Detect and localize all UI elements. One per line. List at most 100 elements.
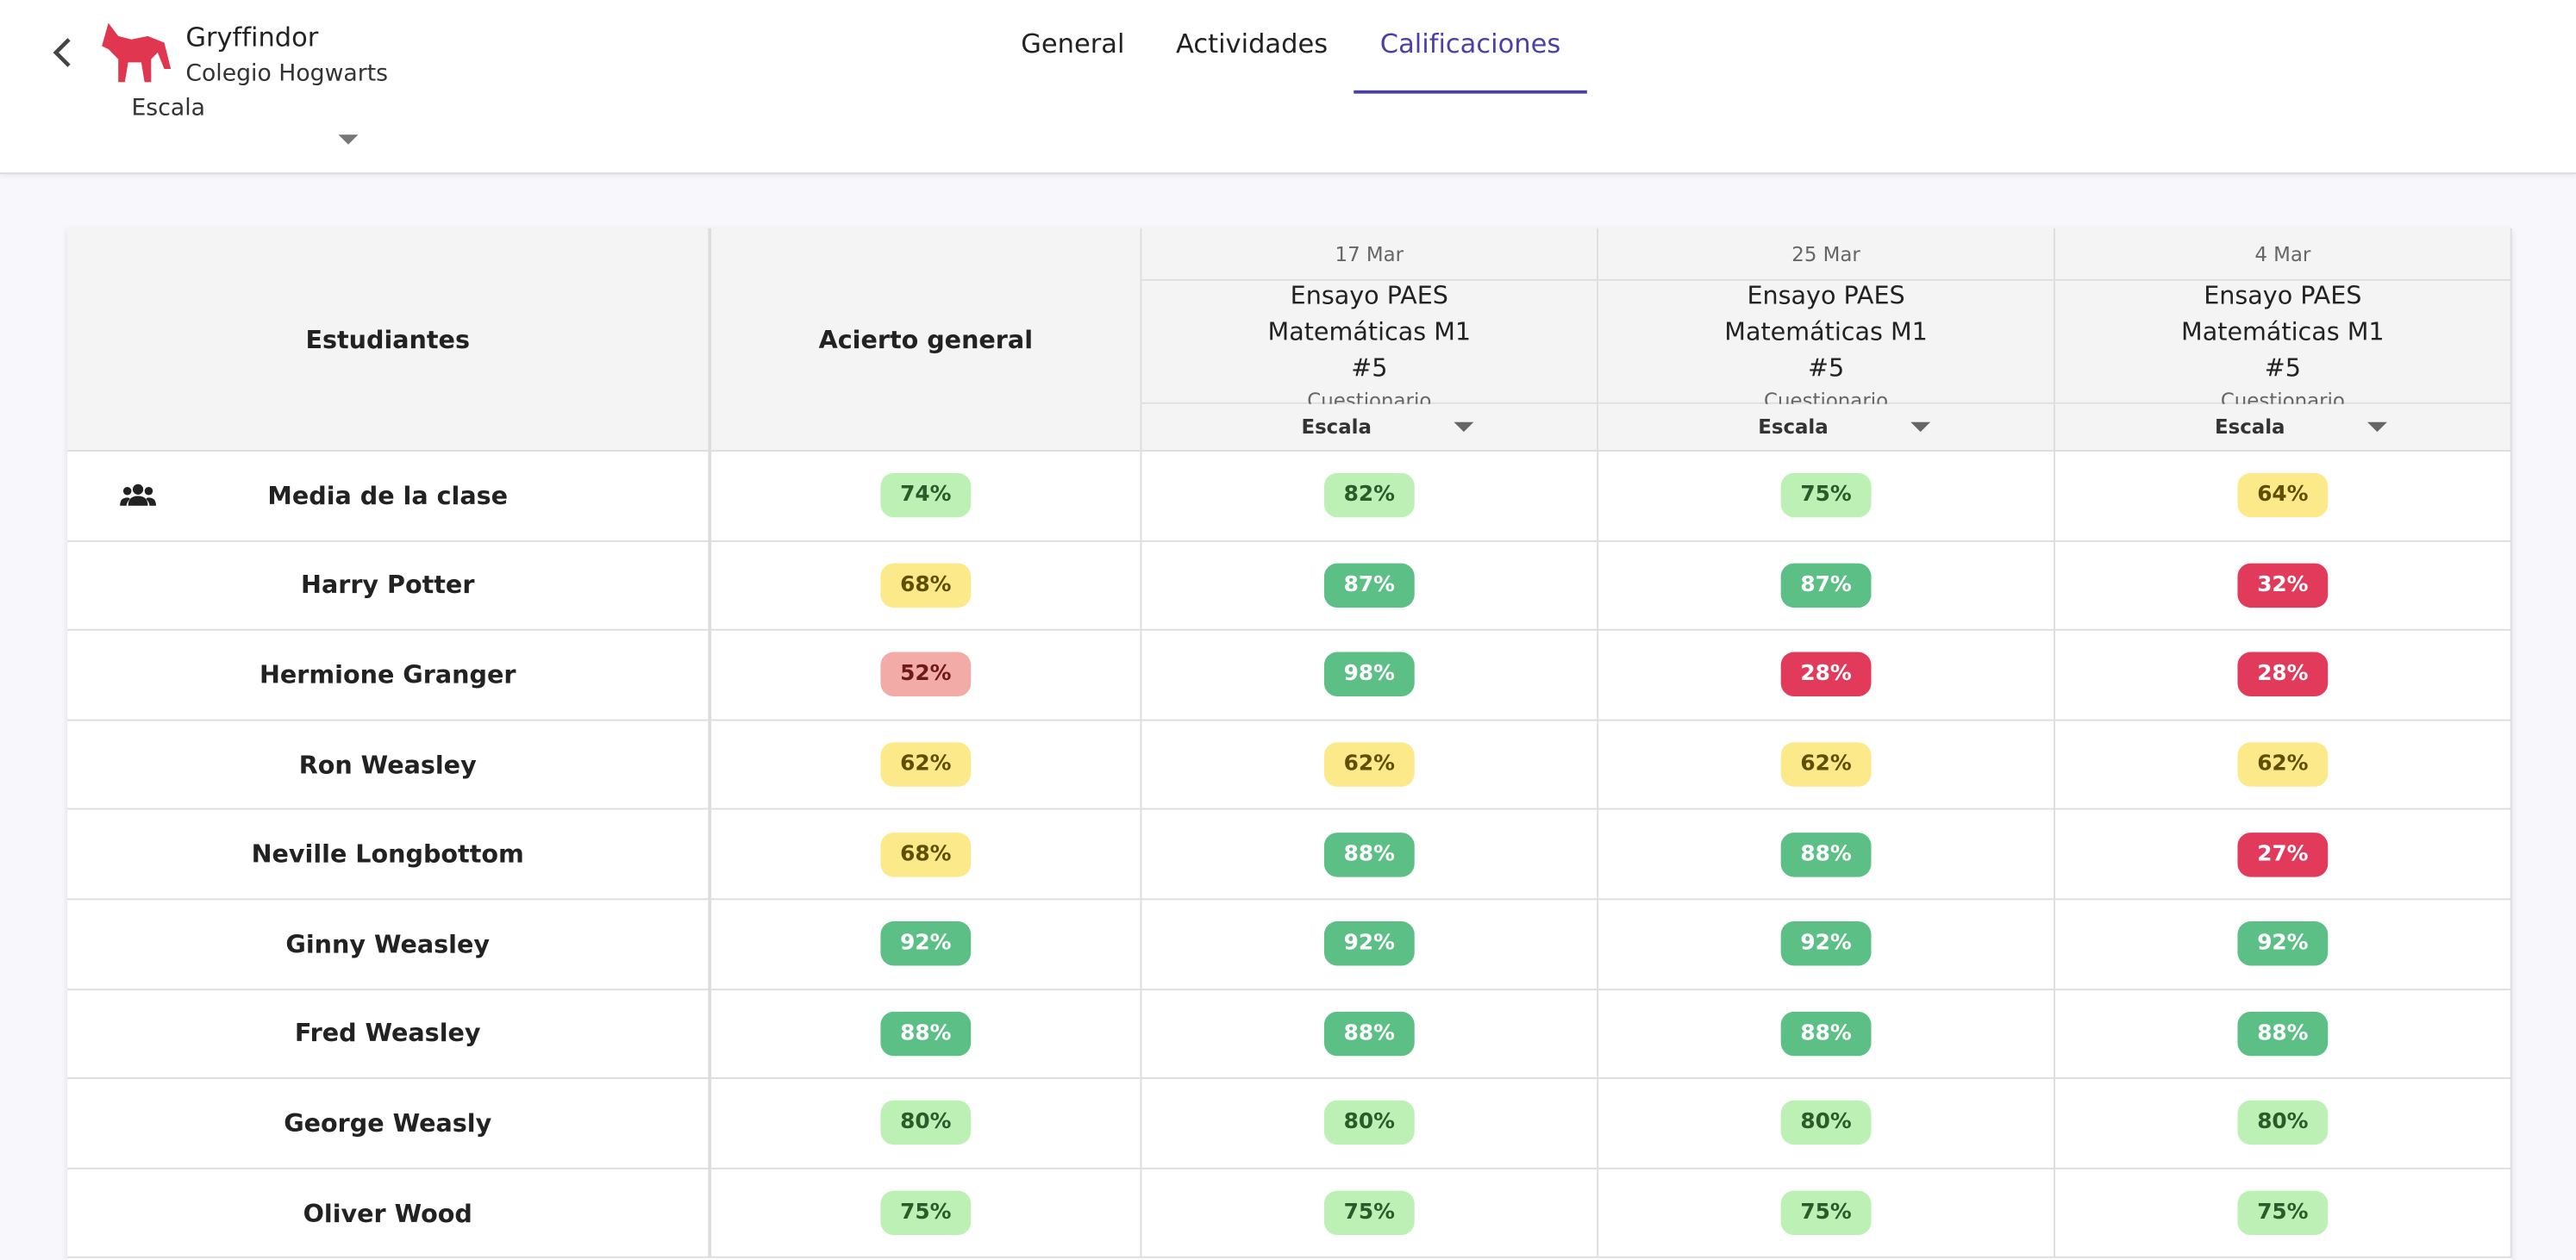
grade-badge: 75%	[1780, 473, 1872, 518]
scale-select[interactable]: Escala	[1301, 415, 1372, 439]
grade-badge: 88%	[2237, 1011, 2329, 1057]
grade-badge: 74%	[880, 473, 972, 518]
grade-cell: 92%	[1598, 900, 2055, 990]
grade-badge: 80%	[1323, 1101, 1415, 1146]
grade-cell: 64%	[2054, 452, 2512, 542]
grade-cell: 62%	[1141, 720, 1599, 811]
activity-date: 25 Mar	[1598, 228, 2055, 281]
grade-cell: 92%	[711, 900, 1142, 990]
student-cell: Harry Potter	[67, 541, 712, 632]
grade-cell: 28%	[2054, 631, 2512, 721]
grade-cell: 74%	[711, 452, 1142, 542]
tab[interactable]: Calificaciones	[1379, 28, 1561, 59]
student-cell: George Weasly	[67, 1079, 712, 1170]
activity-date: 17 Mar	[1141, 228, 1599, 281]
dropdown-arrow[interactable]	[338, 133, 359, 146]
grade-cell: 88%	[1598, 810, 2055, 901]
grade-badge: 62%	[1323, 742, 1415, 787]
grade-cell: 82%	[1141, 452, 1599, 542]
grade-cell: 75%	[2054, 1169, 2512, 1259]
grade-cell: 92%	[2054, 900, 2512, 990]
activity-title: Ensayo PAES Matemáticas M1 #5 Cuestionari…	[1598, 280, 2055, 412]
student-cell: Neville Longbottom	[67, 810, 712, 901]
group-name: Gryffindor	[185, 21, 319, 53]
grade-cell: 88%	[1141, 989, 1599, 1080]
grade-cell: 87%	[1141, 541, 1599, 632]
grade-cell: 80%	[1598, 1079, 2055, 1170]
grade-cell: 28%	[1598, 631, 2055, 721]
grade-badge: 68%	[880, 832, 972, 877]
grade-cell: 88%	[1598, 989, 2055, 1080]
grade-cell: 68%	[711, 541, 1142, 632]
grade-badge: 75%	[1323, 1190, 1415, 1236]
grade-badge: 28%	[2237, 652, 2329, 697]
grade-badge: 92%	[1323, 921, 1415, 967]
grade-badge: 82%	[1323, 473, 1415, 518]
grade-cell: 88%	[711, 989, 1142, 1080]
grade-badge: 80%	[1780, 1101, 1872, 1146]
grade-cell: 88%	[1141, 810, 1599, 901]
header-text: Acierto general	[818, 324, 1034, 354]
student-name: Neville Longbottom	[251, 839, 524, 870]
grade-badge: 75%	[2237, 1190, 2329, 1236]
grade-badge: 27%	[2237, 832, 2329, 877]
tab[interactable]: General	[1021, 28, 1125, 59]
student-name: Ron Weasley	[298, 750, 477, 780]
grade-cell: 80%	[711, 1079, 1142, 1170]
dropdown-arrow[interactable]	[1454, 421, 1474, 433]
student-name: George Weasly	[284, 1108, 492, 1138]
student-name: Oliver Wood	[303, 1198, 472, 1228]
student-cell: Hermione Granger	[67, 631, 712, 721]
activity-scale: Escala	[2054, 403, 2512, 452]
student-cell: Oliver Wood	[67, 1169, 712, 1259]
students-header: Estudiantes	[67, 228, 712, 452]
grade-badge: 88%	[1323, 1011, 1415, 1057]
student-cell: Ginny Weasley	[67, 900, 712, 990]
student-cell: Ron Weasley	[67, 720, 712, 811]
grade-cell: 62%	[1598, 720, 2055, 811]
date: 17 Mar	[1335, 242, 1404, 265]
grade-badge: 75%	[880, 1190, 972, 1236]
student-cell: Media de la clase	[67, 452, 712, 542]
grade-badge: 28%	[1780, 652, 1872, 697]
scale-selector[interactable]: Escala	[131, 95, 205, 122]
overall-header: Acierto general	[711, 228, 1142, 452]
date: 25 Mar	[1791, 242, 1860, 265]
back-button[interactable]	[46, 33, 78, 72]
tab-underline	[1354, 90, 1587, 94]
student-cell: Fred Weasley	[67, 989, 712, 1080]
grade-badge: 64%	[2237, 473, 2329, 518]
grade-cell: 62%	[711, 720, 1142, 811]
scale-select[interactable]: Escala	[1758, 415, 1829, 439]
grade-badge: 80%	[880, 1101, 972, 1146]
scale-select[interactable]: Escala	[2214, 415, 2285, 439]
student-name: Fred Weasley	[294, 1019, 481, 1049]
grade-cell: 75%	[711, 1169, 1142, 1259]
grade-badge: 52%	[880, 652, 972, 697]
grade-badge: 62%	[880, 742, 972, 787]
grade-badge: 75%	[1780, 1190, 1872, 1236]
grade-cell: 80%	[2054, 1079, 2512, 1170]
student-name: Media de la clase	[267, 480, 509, 511]
grades-table: Estudiantes Acierto general 17 Mar Ensayo P…	[67, 228, 2512, 1260]
group-icon	[120, 483, 157, 506]
dropdown-arrow[interactable]	[1910, 421, 1931, 433]
grade-cell: 87%	[1598, 541, 2055, 632]
dropdown-arrow[interactable]	[2367, 421, 2387, 433]
header-text: Estudiantes	[305, 324, 470, 354]
grade-badge: 68%	[880, 563, 972, 608]
grade-badge: 62%	[2237, 742, 2329, 787]
tab[interactable]: Actividades	[1176, 28, 1329, 59]
student-name: Harry Potter	[301, 570, 475, 601]
title: Ensayo PAES Matemáticas M1 #5	[1267, 280, 1472, 384]
grade-badge: 80%	[2237, 1101, 2329, 1146]
grade-badge: 62%	[1780, 742, 1872, 787]
grade-cell: 52%	[711, 631, 1142, 721]
grade-badge: 88%	[1780, 832, 1872, 877]
grade-cell: 32%	[2054, 541, 2512, 632]
grade-badge: 92%	[2237, 921, 2329, 967]
grade-badge: 88%	[880, 1011, 972, 1057]
grade-cell: 92%	[1141, 900, 1599, 990]
grade-badge: 88%	[1323, 832, 1415, 877]
